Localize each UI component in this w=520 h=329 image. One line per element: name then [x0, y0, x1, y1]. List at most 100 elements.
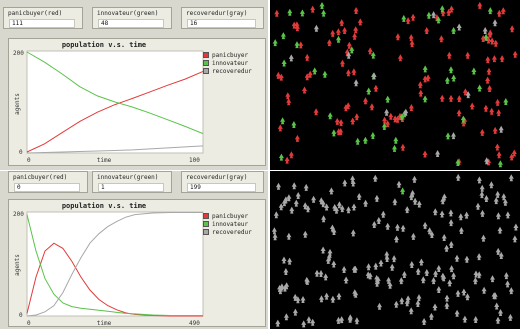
agent-shape — [371, 221, 377, 228]
agent-shape — [455, 289, 461, 297]
agent-shape — [306, 316, 312, 324]
agent-shape — [373, 84, 379, 92]
agent-shape — [327, 112, 333, 120]
agent-shape — [458, 227, 464, 234]
agent-shape — [494, 143, 500, 151]
agent-shape — [294, 134, 300, 142]
agent-shape — [276, 182, 281, 190]
agent-shape — [483, 33, 489, 41]
agent-shape — [487, 85, 493, 92]
agent-shape — [465, 91, 471, 99]
agent-shape — [402, 110, 407, 118]
agent-shape — [287, 8, 293, 16]
agent-shape — [451, 132, 456, 140]
agent-shape — [345, 69, 351, 77]
legend-label: innovateur — [212, 59, 249, 67]
agent-shape — [418, 258, 424, 266]
agent-shape — [512, 50, 518, 58]
legend-swatch — [203, 229, 209, 235]
agent-shape — [462, 315, 468, 323]
agent-shape — [356, 193, 362, 200]
agent-shape — [404, 299, 410, 307]
agent-shape — [346, 206, 351, 214]
agent-shape — [277, 287, 283, 295]
agent-shape — [409, 40, 415, 48]
agent-shape — [392, 144, 397, 152]
agent-shape — [497, 226, 503, 234]
agent-shape — [508, 174, 514, 182]
agent-shape — [498, 125, 504, 133]
legend-label: panicbuyer — [212, 212, 249, 220]
world-view-top[interactable] — [270, 0, 520, 170]
series-line-panicbuyer — [26, 70, 204, 153]
agent-shape — [455, 159, 461, 166]
agent-shape — [281, 199, 287, 207]
agent-shape — [304, 276, 310, 284]
agent-shape — [352, 32, 358, 40]
agent-shape — [434, 14, 440, 22]
agent-shape — [286, 232, 292, 240]
agent-shape — [294, 41, 300, 49]
agent-shape — [396, 180, 402, 188]
agent-shape — [465, 51, 471, 59]
agent-shape — [488, 181, 494, 189]
agent-shape — [336, 316, 341, 324]
agent-shape — [403, 108, 409, 116]
agent-shape — [334, 206, 339, 214]
monitor-value: 111 — [9, 19, 75, 28]
agent-shape — [350, 229, 356, 237]
agent-shape — [465, 293, 470, 301]
agent-shape — [426, 11, 432, 19]
agent-shape — [374, 274, 380, 282]
agent-shape — [279, 283, 285, 291]
agent-shape — [456, 95, 462, 103]
agent-shape — [300, 296, 306, 303]
agent-shape — [295, 296, 301, 304]
monitor-value: 16 — [187, 19, 256, 28]
agent-shape — [424, 269, 430, 276]
agent-shape — [277, 124, 283, 132]
agent-shape — [336, 201, 342, 209]
agent-shape — [362, 136, 368, 144]
agent-shape — [495, 190, 501, 198]
population-plot: population v.s. time 200 0 0 100 time ag… — [8, 38, 266, 166]
x-axis-label: time — [97, 157, 112, 164]
agent-shape — [280, 32, 286, 40]
agent-shape — [386, 276, 392, 284]
agent-shape — [436, 265, 442, 272]
agent-shape — [278, 73, 284, 81]
legend-label: recoveredur — [212, 67, 252, 75]
agent-shape — [487, 30, 493, 38]
agent-shape — [340, 59, 345, 67]
agent-shape — [422, 150, 428, 158]
agent-shape — [363, 97, 368, 105]
agent-shape — [385, 95, 391, 103]
agent-shape — [485, 76, 491, 84]
agent-shape — [479, 191, 485, 199]
agent-shape — [380, 210, 386, 218]
agent-shape — [397, 54, 403, 62]
agent-shape — [448, 241, 454, 248]
agent-shape — [378, 259, 384, 267]
agent-shape — [280, 117, 286, 125]
agent-shape — [330, 295, 336, 303]
interface-panel-top: panicbuyer(red) 111 innovateur(green) 48… — [0, 0, 268, 170]
agent-shape — [331, 129, 337, 137]
agent-shape — [330, 29, 336, 37]
agent-shape — [446, 51, 452, 59]
agent-shape — [314, 269, 320, 277]
world-view-bottom[interactable] — [270, 171, 520, 329]
agent-shape — [393, 136, 399, 144]
agent-shape — [324, 203, 330, 211]
agent-shape — [431, 11, 437, 19]
agent-shape — [438, 35, 444, 43]
agent-shape — [444, 302, 450, 310]
legend-label: panicbuyer — [212, 51, 249, 59]
agent-shape — [375, 276, 381, 284]
agent-shape — [277, 284, 283, 292]
agent-shape — [429, 231, 435, 238]
agent-shape — [367, 47, 373, 55]
agent-shape — [497, 160, 503, 168]
legend-swatch — [203, 213, 209, 219]
agent-shape — [328, 187, 334, 195]
